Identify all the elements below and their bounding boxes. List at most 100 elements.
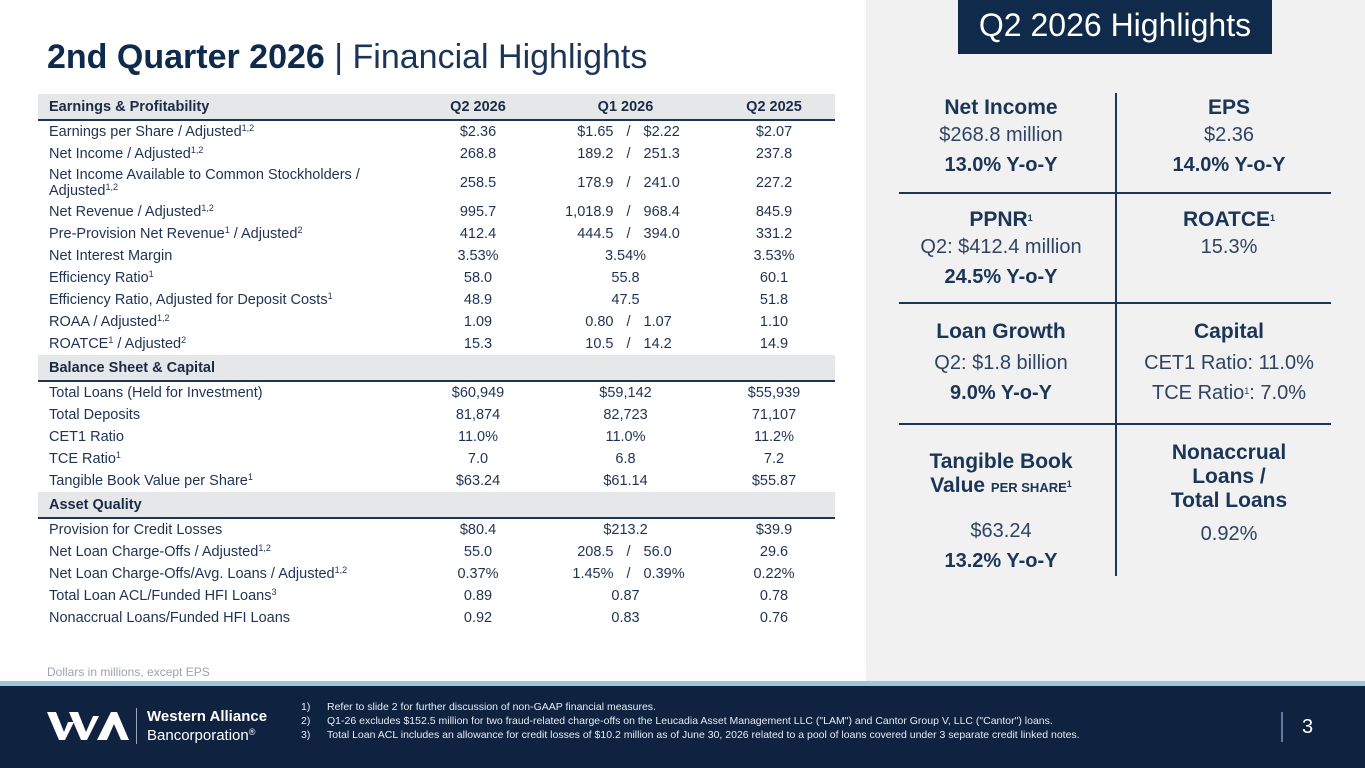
cell-q1-2026: $1.65 / $2.22 (538, 120, 713, 143)
brand-subname: Bancorporation® (147, 727, 256, 744)
footnote-ref: 1,2 (258, 543, 271, 553)
highlight-value-2: TCE Ratio1: 7.0% (1152, 382, 1306, 404)
footnote: 3) Total Loan ACL includes an allowance f… (301, 729, 1080, 741)
highlight-ppnr: PPNR1 Q2: $412.4 million 24.5% Y-o-Y (893, 208, 1109, 292)
row-label-text: Net Interest Margin (49, 248, 173, 264)
highlight-value: $63.24 (970, 520, 1032, 542)
highlight-value: 15.3% (1200, 236, 1258, 258)
row-label-text: Efficiency Ratio, Adjusted for Deposit C… (49, 292, 328, 308)
column-header (418, 355, 538, 382)
row-label: Net Income / Adjusted1,2 (38, 143, 418, 165)
highlight-roatce: ROATCE1 15.3% (1121, 208, 1337, 262)
page-number-separator (1281, 712, 1283, 742)
footnote-ref: 1,2 (334, 565, 348, 575)
row-label: Efficiency Ratio1 (38, 267, 418, 289)
table-row: Tangible Book Value per Share1 $63.24 $61.… (38, 470, 835, 492)
highlight-title: Tangible Book (929, 450, 1073, 473)
cell-q1-2026: 47.5 (611, 292, 640, 308)
footer-accent-bar (0, 681, 1365, 686)
highlight-value: Q2: $1.8 billion (934, 352, 1068, 374)
column-header: Q2 2025 (713, 94, 835, 121)
column-header (538, 355, 713, 382)
cell-q2-2025: 29.6 (759, 544, 789, 560)
cell-q2-2025: 227.2 (755, 175, 793, 191)
highlight-yoy: 24.5% Y-o-Y (944, 266, 1058, 288)
page-number: 3 (1302, 716, 1314, 738)
q1-reported: 1,018.9 (565, 204, 614, 220)
row-label-text: Net Loan Charge-Offs / Adjusted (49, 544, 259, 560)
q1-pair: 444.5 / 394.0 (552, 223, 700, 245)
highlights-divider (899, 192, 1331, 194)
row-label: Pre-Provision Net Revenue1 / Adjusted2 (38, 223, 418, 245)
cell-q2-2026: 0.89 (463, 588, 493, 604)
table-row: Provision for Credit Losses $80.4 $213.2 $3… (38, 518, 835, 541)
row-label-text: Total Loan ACL/Funded HFI Loans (49, 588, 272, 604)
cell-q2-2026: 268.8 (459, 146, 497, 162)
highlights-vertical-divider (1115, 93, 1117, 576)
cell-q2-2026: 15.3 (463, 336, 493, 352)
highlight-tangible-book: Tangible Book Value PER SHARE1 $63.24 13… (893, 450, 1109, 576)
cell-q2-2026: 258.5 (459, 175, 497, 191)
q1-pair: 1,018.9 / 968.4 (552, 201, 700, 223)
highlight-value: Q2: $412.4 million (920, 236, 1082, 258)
row-label-text: Provision for Credit Losses (49, 522, 223, 538)
cell-q1-2026: $59,142 (599, 385, 652, 401)
table-row: CET1 Ratio 11.0% 11.0% 11.2% (38, 426, 835, 448)
cell-q1-2026: 1,018.9 / 968.4 (538, 201, 713, 223)
highlight-capital: Capital CET1 Ratio: 11.0% TCE Ratio1: 7.… (1121, 320, 1337, 408)
cell-q2-2026: 412.4 (459, 226, 497, 242)
footnotes: 1) Refer to slide 2 for further discussio… (301, 700, 1080, 742)
q1-separator: / (626, 544, 631, 560)
cell-q2-2025: 11.2% (753, 429, 795, 445)
cell-q1-2026: 55.8 (611, 270, 640, 286)
table-row: Net Revenue / Adjusted1,2 995.7 1,018.9 / 96… (38, 201, 835, 223)
cell-q2-2026: 7.0 (467, 451, 489, 467)
highlight-nonaccrual: Nonaccrual Loans / Total Loans 0.92% (1121, 441, 1337, 549)
cell-q2-2025: $55,939 (747, 385, 801, 401)
q1-pair: 208.5 / 56.0 (552, 541, 700, 563)
cell-q2-2025: 0.78 (759, 588, 789, 604)
cell-q2-2025: 51.8 (759, 292, 789, 308)
column-header (713, 355, 835, 382)
table-row: Pre-Provision Net Revenue1 / Adjusted2 41… (38, 223, 835, 245)
table-row: Net Income Available to Common Stockhold… (38, 165, 835, 201)
q1-separator: / (626, 226, 631, 242)
cell-q2-2026: 58.0 (463, 270, 493, 286)
row-label-text: Net Income Available to Common Stockhold… (49, 167, 360, 199)
cell-q2-2026: $60,949 (451, 385, 505, 401)
row-label: Nonaccrual Loans/Funded HFI Loans (38, 607, 418, 629)
section-title: Asset Quality (38, 492, 418, 519)
q1-adjusted: 14.2 (643, 336, 672, 352)
q1-reported: 10.5 (585, 336, 614, 352)
footnote-ref: 2 (297, 225, 303, 235)
cell-q2-2025: 14.9 (759, 336, 789, 352)
highlight-yoy: 13.2% Y-o-Y (944, 550, 1058, 572)
cell-q1-2026: 10.5 / 14.2 (538, 333, 713, 355)
section-title: Balance Sheet & Capital (38, 355, 418, 382)
table-row: ROATCE1 / Adjusted2 15.3 10.5 / 14.2 14.9 (38, 333, 835, 355)
row-label: Net Revenue / Adjusted1,2 (38, 201, 418, 223)
financial-table: Earnings & Profitability Q2 2026 Q1 2026 Q2… (38, 94, 835, 629)
highlights-divider (899, 423, 1331, 425)
row-label-text: CET1 Ratio (49, 429, 124, 445)
row-label-text: Earnings per Share / Adjusted (49, 124, 242, 140)
footnote: 2) Q1-26 excludes $152.5 million for two … (301, 715, 1053, 727)
row-label-text: ROATCE (49, 336, 109, 352)
column-header (418, 492, 538, 519)
table-row: TCE Ratio1 7.0 6.8 7.2 (38, 448, 835, 470)
q1-pair: $1.65 / $2.22 (552, 121, 700, 143)
highlight-title-2: Loans / (1192, 465, 1266, 488)
q1-adjusted: 0.39% (643, 566, 685, 582)
highlight-title: Net Income (944, 96, 1058, 119)
q1-separator: / (626, 204, 631, 220)
highlights-divider (899, 302, 1331, 304)
cell-q2-2025: 237.8 (755, 146, 793, 162)
q1-reported: 444.5 (577, 226, 614, 242)
q1-separator: / (626, 336, 631, 352)
q1-reported: 0.80 (585, 314, 614, 330)
q1-reported: 178.9 (577, 175, 614, 191)
column-header: Q1 2026 (538, 94, 713, 121)
q1-separator: / (626, 175, 631, 191)
footnote-ref: 3 (271, 587, 277, 597)
q1-reported: $1.65 (577, 124, 614, 140)
